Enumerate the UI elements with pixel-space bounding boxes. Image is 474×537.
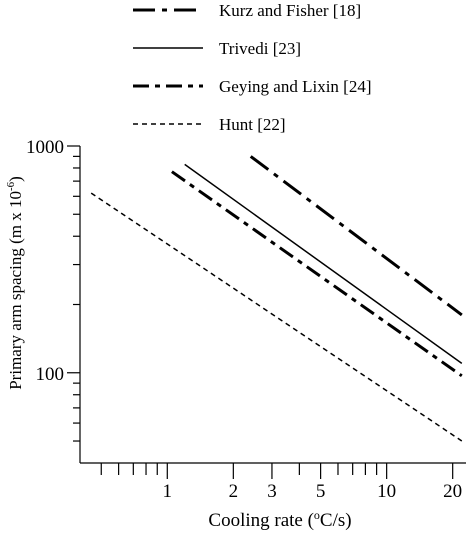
legend-label-1: Trivedi [23] [219, 39, 301, 58]
series-line-3 [90, 192, 463, 442]
legend-label-2: Geying and Lixin [24] [219, 77, 372, 96]
plot-area: 1 2 3 5 10 20 100 1000 [26, 137, 466, 502]
series-line-0 [249, 155, 463, 317]
y-axis-ticks: 100 1000 [26, 137, 80, 442]
x-tick-label: 2 [229, 481, 239, 502]
legend: Kurz and Fisher [18] Trivedi [23] Geying a… [133, 1, 372, 134]
series-line-2 [171, 170, 463, 378]
x-axis-ticks: 1 2 3 5 10 20 [100, 463, 462, 502]
series-line-1 [184, 163, 463, 365]
x-tick-label: 20 [443, 481, 462, 502]
x-tick-label: 10 [377, 481, 396, 502]
y-axis-label: Primary arm spacing (m x 10-6) [5, 176, 25, 390]
x-axis-label: Cooling rate (oC/s) [208, 508, 351, 531]
y-tick-label: 1000 [26, 137, 64, 158]
y-tick-label: 100 [36, 364, 65, 385]
series-lines [90, 155, 463, 442]
x-tick-label: 1 [163, 481, 173, 502]
x-tick-label: 3 [267, 481, 277, 502]
legend-label-3: Hunt [22] [219, 115, 286, 134]
legend-label-0: Kurz and Fisher [18] [219, 1, 361, 20]
x-tick-label: 5 [316, 481, 326, 502]
